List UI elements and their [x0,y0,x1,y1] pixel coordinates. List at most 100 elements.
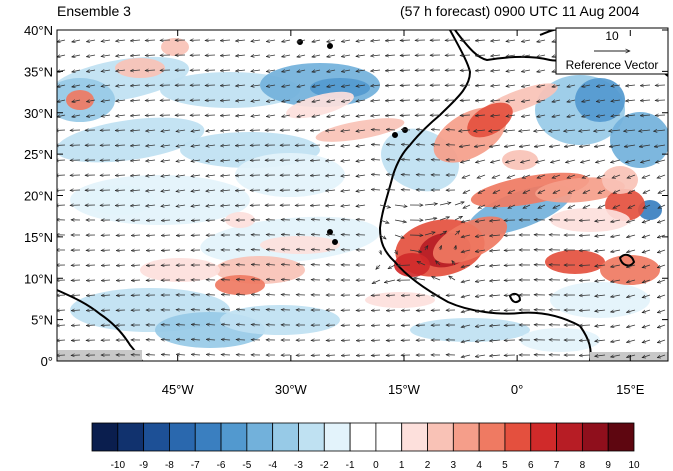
wind-vector [116,250,126,251]
wind-vector [312,55,321,57]
wind-vector [385,40,396,41]
wind-vector [654,130,666,131]
wind-vector [626,279,636,282]
wind-vector [281,249,291,250]
wind-vector [371,295,381,296]
wind-vector [461,264,471,267]
wind-vector [460,159,471,163]
wind-vector [642,234,651,238]
wind-vector [461,279,471,282]
wind-vector [235,205,246,206]
wind-vector [220,175,231,176]
lon-tick-label: 30°W [275,382,308,397]
wind-vector [642,354,651,358]
wind-vector [582,174,591,178]
wind-vector [595,235,606,236]
wind-vector [115,130,126,131]
wind-vector [461,354,471,357]
wind-vector [371,40,381,41]
wind-vector [626,234,636,237]
wind-vector [461,249,471,252]
anomaly-patch [365,292,435,308]
lat-tick-label: 25°N [24,147,53,162]
wind-vector [206,354,216,355]
cape-verde-island [327,229,333,235]
anomaly-patch [432,216,508,264]
wind-vector [459,145,471,147]
wind-vector [454,231,460,236]
wind-vector [296,234,306,235]
wind-vector [116,85,126,86]
wind-vector [595,220,606,221]
anomaly-patch [140,258,220,282]
wind-vector [176,130,186,131]
wind-vector [609,130,621,131]
anomaly-patch [286,91,354,119]
wind-vector [595,310,606,311]
wind-vector [582,85,591,87]
wind-vector [86,280,96,281]
anomaly-patch [410,318,530,342]
wind-vector [416,310,426,311]
wind-vector [57,85,66,87]
wind-vector [475,280,486,282]
wind-vector [628,204,636,209]
wind-vector [522,174,531,178]
wind-vector [130,100,141,101]
colorbar-swatch [117,422,145,452]
wind-vector [506,70,516,71]
wind-vector [657,354,666,358]
panel-title: Ensemble 3 [57,3,131,19]
wind-vector [130,55,141,56]
wind-vector [642,264,651,268]
wind-vector [191,130,201,131]
anomaly-patch [600,255,660,285]
wind-vector [613,189,621,194]
wind-vector [549,145,561,147]
wind-vector [311,234,321,235]
colorbar-swatch [375,422,403,452]
wind-vector [537,174,546,178]
wind-vector [72,115,81,117]
wind-vector [594,130,606,131]
wind-vector [296,219,306,220]
lon-tick-label: 45°W [162,382,195,397]
wind-vector [401,295,411,296]
wind-vector [534,145,546,147]
anomaly-patch [550,282,650,318]
wind-vector [282,40,291,42]
wind-vector [221,294,231,295]
wind-vector [462,174,471,178]
wind-vector [552,100,561,102]
colorbar-swatch [504,422,532,452]
wind-vector [57,205,66,206]
anomaly-field [57,30,668,361]
wind-vector [356,219,366,220]
wind-vector [416,295,426,296]
wind-vector [552,115,561,117]
wind-vector [489,265,501,266]
wind-vector [491,40,501,41]
wind-vector [640,85,651,86]
lat-tick-label: 35°N [24,64,53,79]
wind-vector [657,309,666,313]
wind-vector [567,100,576,102]
colorbar-label: 4 [476,460,482,471]
wind-vector [235,160,246,161]
wind-vector [491,70,501,71]
wind-vector [506,85,516,86]
wind-vector [116,40,126,41]
wind-vector [475,55,486,56]
wind-vector [432,277,441,281]
wind-vector [281,279,291,280]
wind-vector [596,115,606,117]
wind-vector [397,265,411,266]
wind-vector [341,55,351,57]
colorbar-swatch [427,422,454,452]
wind-vector [115,205,126,206]
anomaly-patch [535,177,625,203]
wind-vector [341,130,351,131]
wind-vector [115,175,126,176]
wind-vector [461,339,471,342]
